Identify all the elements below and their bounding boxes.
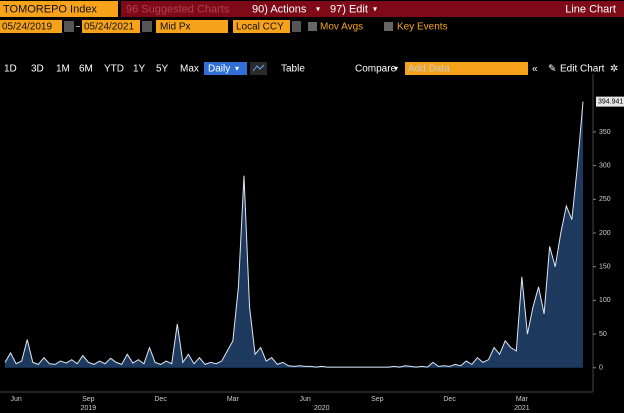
y-tick-label: 50 (599, 331, 607, 338)
period-button[interactable]: 5Y (156, 64, 169, 75)
security-field[interactable] (0, 1, 118, 17)
year-label: 2020 (314, 405, 330, 412)
add-data-field[interactable] (405, 62, 528, 75)
period-button[interactable]: YTD (104, 64, 124, 75)
security: TOMOREPO Index (3, 3, 97, 15)
line (4, 101, 584, 368)
add-data: Add Data (408, 64, 450, 75)
period-button[interactable]: 1D (4, 64, 17, 75)
year-label: 2019 (81, 405, 97, 412)
edit-chart-button[interactable]: Edit Chart (560, 64, 605, 75)
currency-select[interactable] (233, 20, 290, 33)
y-tick-label: 100 (599, 297, 611, 304)
x-tick-label: Jun (10, 396, 21, 403)
chart-icon[interactable] (250, 62, 267, 75)
currency: Local CCY (236, 22, 284, 33)
edit-menu[interactable]: 97) Edit (330, 3, 368, 15)
suggested-charts[interactable]: 96 Suggested Charts (126, 3, 230, 15)
y-tick-label: 0 (599, 365, 603, 372)
x-tick-label: Mar (227, 396, 240, 403)
end-date: 05/24/2021 (84, 22, 134, 33)
dropdown-arrow: ▾ (373, 5, 377, 14)
x-tick-label: Mar (516, 396, 529, 403)
frequency: Daily (208, 64, 230, 75)
frequency-button[interactable] (204, 62, 247, 75)
dropdown-arrow: ▾ (235, 64, 239, 73)
last-value-label: 394.941 (598, 98, 623, 105)
key-events[interactable]: Key Events (397, 22, 448, 33)
y-tick-label: 300 (599, 162, 611, 169)
chart: 0 50 100 150 200 250 300 350 394.941 Jun Sep Dec Mar… (0, 74, 624, 412)
settings-icon[interactable]: ✲ (610, 64, 618, 75)
last-value-box (596, 96, 624, 107)
y-tick-label: 150 (599, 264, 611, 271)
checkbox[interactable] (384, 22, 393, 31)
compare-button[interactable]: Compare (355, 64, 397, 75)
view-name: Line Chart (565, 3, 616, 15)
separator (76, 26, 80, 27)
start-date: 05/24/2019 (2, 22, 52, 33)
year-label: 2021 (514, 405, 530, 412)
menu-bar (121, 1, 624, 17)
x-tick-label: Dec (154, 396, 167, 403)
period-button[interactable]: 6M (79, 64, 93, 75)
x-tick-label: Dec (443, 396, 456, 403)
period-button[interactable]: Max (180, 64, 199, 75)
y-tick-label: 200 (599, 230, 611, 237)
start-date-field[interactable] (0, 20, 62, 33)
y-tick-label: 250 (599, 196, 611, 203)
chart-icon-glyph (252, 64, 265, 72)
collapse-icon[interactable]: « (532, 64, 538, 75)
period-button[interactable]: 3D (31, 64, 44, 75)
checkbox[interactable] (308, 22, 317, 31)
pencil-icon: ✎ (548, 64, 556, 75)
calendar-icon[interactable] (142, 21, 152, 32)
period-button[interactable]: 1M (56, 64, 70, 75)
dropdown-arrow: ▾ (394, 64, 398, 73)
x-tick-label: Sep (82, 396, 95, 403)
area-fill (5, 101, 583, 368)
dropdown-arrow: ▾ (316, 5, 320, 14)
calendar-icon[interactable] (64, 21, 74, 32)
x-tick-label: Sep (371, 396, 384, 403)
period-buttons: 1D 3D 1M 6M YTD 1Y 5Y Max (4, 64, 199, 75)
period-button[interactable]: 1Y (133, 64, 146, 75)
field-select[interactable] (156, 20, 228, 33)
mov-avgs[interactable]: Mov Avgs (320, 22, 363, 33)
y-tick-label: 350 (599, 129, 611, 136)
field: Mid Px (160, 22, 191, 33)
dropdown-button[interactable] (292, 21, 301, 32)
table-button[interactable]: Table (281, 64, 305, 75)
end-date-field[interactable] (82, 20, 140, 33)
actions-menu[interactable]: 90) Actions (252, 3, 307, 15)
x-tick-label: Jun (299, 396, 310, 403)
